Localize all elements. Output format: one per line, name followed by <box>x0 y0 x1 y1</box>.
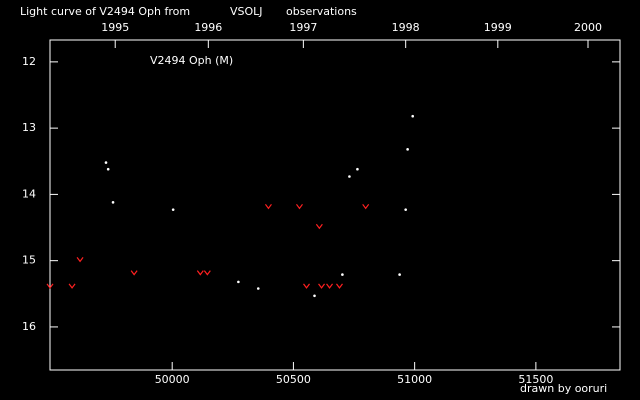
x-tick-label: 50000 <box>155 373 190 386</box>
upper-limit-mark <box>76 256 84 263</box>
upper-limit-mark <box>315 223 323 230</box>
y-tick-label: 16 <box>22 320 36 333</box>
data-point <box>341 273 344 276</box>
y-tick-label: 12 <box>22 55 36 68</box>
y-tick-label: 15 <box>22 254 36 267</box>
x2-tick-label: 2000 <box>574 21 602 34</box>
y-tick-label: 13 <box>22 121 36 134</box>
upper-limit-mark <box>130 270 138 276</box>
chart-title-suffix: observations <box>286 5 357 18</box>
data-point <box>313 294 316 298</box>
data-point <box>106 167 110 171</box>
x-tick-label: 50500 <box>276 373 311 386</box>
y-tick-label: 14 <box>22 187 36 200</box>
footer: drawn by ooruri <box>520 382 607 395</box>
upper-limit-mark <box>362 203 370 210</box>
plot-frame <box>49 39 621 371</box>
data-point <box>256 287 260 290</box>
upper-limit-mark <box>303 283 310 289</box>
upper-limit-mark <box>264 203 272 210</box>
x2-tick-label: 1996 <box>194 21 222 34</box>
data-point <box>111 201 115 204</box>
annotation: V2494 Oph (M) <box>150 54 233 67</box>
x2-tick-label: 1998 <box>392 21 420 34</box>
upper-limit-mark <box>336 283 343 289</box>
chart-title: Light curve of V2494 Oph from <box>20 5 190 18</box>
data-point <box>356 167 359 171</box>
data-point <box>348 175 351 178</box>
data-point <box>237 280 240 284</box>
data-point <box>104 161 108 164</box>
chart-title-highlight: VSOLJ <box>230 5 263 18</box>
upper-limit-mark <box>326 283 334 289</box>
upper-limit-mark <box>203 270 211 276</box>
x2-tick-label: 1997 <box>289 21 317 34</box>
data-point <box>398 273 401 276</box>
upper-limit-mark <box>196 270 204 276</box>
x2-tick-label: 1999 <box>484 21 512 34</box>
data-point <box>406 148 409 151</box>
upper-limit-mark <box>318 283 326 289</box>
data-point <box>411 114 415 118</box>
upper-limit-mark <box>46 283 54 289</box>
x-tick-label: 51500 <box>518 373 553 386</box>
x2-tick-label: 1995 <box>101 21 129 34</box>
data-point <box>404 208 407 211</box>
x-tick-label: 51000 <box>397 373 432 386</box>
upper-limit-mark <box>68 283 76 289</box>
data-point <box>171 208 175 211</box>
upper-limit-mark <box>296 203 303 210</box>
